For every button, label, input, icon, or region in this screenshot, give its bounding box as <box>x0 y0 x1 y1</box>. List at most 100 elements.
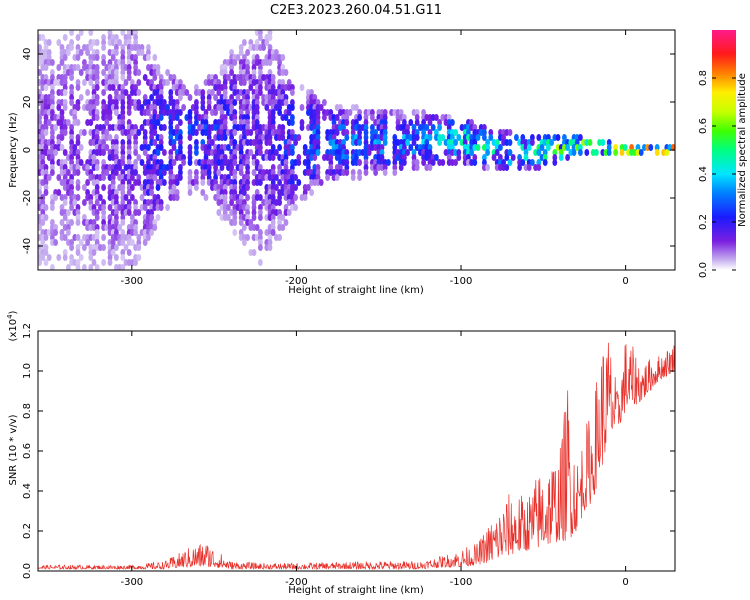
spectrogram-cell <box>101 149 106 156</box>
spectrogram-cell <box>264 104 270 111</box>
spectrogram-cell <box>482 129 487 136</box>
spectrogram-cell <box>66 264 71 270</box>
spectrogram-cell <box>78 69 84 76</box>
snr-x-tick-label: -200 <box>285 577 308 588</box>
spectrogram-cell <box>213 94 219 101</box>
spectrogram-cell <box>101 54 106 61</box>
spectrogram-cell <box>107 134 113 141</box>
colorbar-ticks: 0.0 0.2 0.4 0.6 0.8 <box>698 70 736 278</box>
spectrogram-cell <box>286 109 292 116</box>
spectrogram-cell <box>222 79 228 86</box>
spectrogram-cell <box>94 134 100 141</box>
spectrogram-cell <box>280 129 286 136</box>
spectrogram-cell <box>120 229 126 236</box>
spectrogram-cell <box>91 249 97 256</box>
spectrogram-cell <box>75 54 81 61</box>
spectrogram-cell <box>258 234 263 241</box>
spectrogram-cell <box>178 139 183 146</box>
snr-x-tick-label: -100 <box>450 577 473 588</box>
spectrogram-cell <box>149 94 155 101</box>
spectrogram-cell <box>120 109 126 116</box>
spectrogram-cell <box>504 154 510 161</box>
spectrogram-cell <box>258 129 263 136</box>
spectrogram-cell <box>114 44 119 51</box>
spectrogram-cell <box>251 249 257 256</box>
spectrogram-cell <box>190 124 196 131</box>
spectrogram-cell <box>101 159 106 166</box>
spectrogram-cell <box>88 59 94 66</box>
spectrogram-cell <box>114 99 119 106</box>
spectrogram-cell <box>62 149 68 156</box>
spectrogram-cell <box>136 239 142 246</box>
spectrogram-cell <box>405 139 410 146</box>
spectrogram-cell <box>114 139 119 146</box>
spectrogram-cell <box>133 219 139 226</box>
spectrogram-cell <box>43 204 49 211</box>
spectrogram-cell <box>270 74 276 81</box>
spectrogram-cell <box>277 209 282 216</box>
spectrogram-cell <box>126 139 132 146</box>
spectrogram-cell <box>286 79 292 86</box>
spectrogram-cell <box>168 154 174 161</box>
spectrogram-cell <box>187 174 193 181</box>
spectrogram-cell <box>149 209 155 216</box>
spectrogram-cell <box>149 214 155 221</box>
spectrogram-cell <box>59 114 65 121</box>
spectrogram-cell <box>120 239 126 246</box>
spectrogram-cell <box>78 94 84 101</box>
snr-series-line <box>38 342 675 571</box>
spectrogram-cell <box>50 59 55 66</box>
spectrogram-cell <box>245 99 251 106</box>
spectrogram-cell <box>94 64 100 71</box>
spectrogram-x-tick-label: -200 <box>285 276 308 287</box>
spectrogram-cell <box>165 204 171 211</box>
spectrogram-cell <box>270 119 276 126</box>
spectrogram-cell <box>43 249 49 256</box>
spectrogram-cell <box>299 84 305 91</box>
spectrogram-cell <box>261 44 266 51</box>
spectrogram-cell <box>126 49 132 56</box>
spectrogram-cell <box>66 49 71 56</box>
spectrogram-cell <box>382 169 388 176</box>
spectrogram-cell <box>40 134 46 141</box>
snr-plot-area <box>38 331 675 571</box>
spectrogram-cell <box>619 149 625 156</box>
spectrogram-cell <box>101 204 106 211</box>
spectrogram-cell <box>168 169 174 176</box>
spectrogram-cell <box>238 169 244 176</box>
spectrogram-cell <box>315 169 321 176</box>
spectrogram-cell <box>136 234 142 241</box>
spectrogram-cell <box>267 234 273 241</box>
spectrogram-cell <box>357 159 362 166</box>
spectrogram-cell <box>507 149 513 156</box>
spectrogram-cell <box>296 154 302 161</box>
spectrogram-cell <box>181 159 187 166</box>
spectrogram-cell <box>245 114 251 121</box>
spectrogram-x-tick-label: -300 <box>120 276 143 287</box>
spectrogram-cell <box>280 64 286 71</box>
spectrogram-cell <box>56 254 62 261</box>
spectrogram-cell <box>69 30 74 36</box>
spectrogram-cell <box>203 154 209 161</box>
spectrogram-cell <box>270 194 276 201</box>
spectrogram-cell <box>277 194 282 201</box>
spectrogram-cell <box>341 124 346 131</box>
spectrogram-cell <box>331 134 337 141</box>
spectrogram-cell <box>165 69 171 76</box>
spectrogram-cell <box>421 159 426 166</box>
spectrogram-cell <box>110 84 116 91</box>
spectrogram-cell <box>139 44 145 51</box>
spectrogram-cell <box>114 194 119 201</box>
spectrogram-cell <box>75 154 81 161</box>
spectrogram-cell <box>258 244 263 251</box>
spectrogram-cell <box>229 49 235 56</box>
spectrogram-cell <box>475 134 481 141</box>
spectrogram-cell <box>606 149 612 156</box>
spectrogram-cell <box>94 199 100 206</box>
spectrogram-cell <box>200 94 206 101</box>
spectrogram-cell <box>578 134 583 141</box>
snr-x-tick-label: -300 <box>120 577 143 588</box>
spectrogram-cell <box>290 104 295 111</box>
spectrogram-cell <box>338 164 343 171</box>
